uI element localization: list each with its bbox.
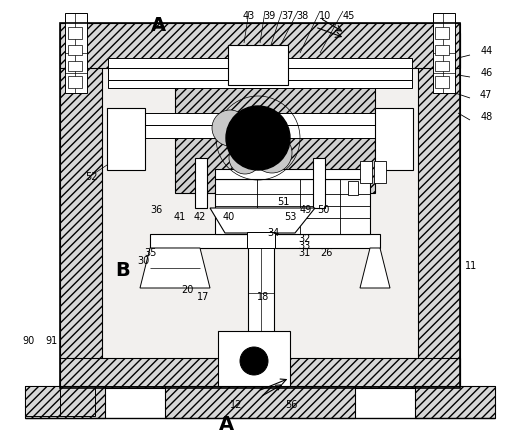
- Text: 45: 45: [342, 11, 355, 20]
- Bar: [175, 63, 375, 193]
- Text: 31: 31: [298, 249, 310, 258]
- Text: 38: 38: [296, 11, 309, 20]
- Circle shape: [229, 142, 261, 174]
- Bar: [65, 13, 87, 93]
- Text: 51: 51: [277, 197, 290, 206]
- Text: A: A: [218, 415, 234, 434]
- Text: 39: 39: [263, 11, 276, 20]
- Text: 47: 47: [480, 90, 492, 100]
- Text: 48: 48: [480, 113, 492, 122]
- Text: 41: 41: [173, 212, 186, 222]
- Bar: [60, 33, 102, 388]
- Circle shape: [252, 133, 292, 173]
- Text: 20: 20: [181, 285, 193, 295]
- Text: 53: 53: [284, 212, 296, 222]
- Bar: [68, 27, 82, 39]
- Text: 30: 30: [137, 256, 149, 266]
- Circle shape: [240, 347, 268, 375]
- Bar: [60, 23, 460, 388]
- Text: 10: 10: [319, 11, 331, 20]
- Bar: [108, 80, 412, 88]
- Polygon shape: [140, 248, 210, 288]
- Text: 33: 33: [298, 241, 310, 251]
- Text: 17: 17: [197, 292, 209, 302]
- Text: 26: 26: [320, 249, 333, 258]
- Bar: [108, 58, 412, 68]
- Text: 35: 35: [145, 249, 157, 258]
- Bar: [68, 76, 82, 88]
- Circle shape: [212, 110, 248, 146]
- Bar: [433, 13, 455, 93]
- Bar: [25, 386, 60, 416]
- Bar: [108, 68, 412, 80]
- Bar: [68, 45, 82, 55]
- Bar: [247, 232, 275, 248]
- Text: 49: 49: [300, 206, 312, 215]
- Bar: [68, 61, 82, 71]
- Text: A: A: [151, 16, 166, 35]
- Text: 36: 36: [150, 206, 162, 215]
- Bar: [418, 33, 460, 388]
- Bar: [228, 45, 288, 85]
- Bar: [435, 61, 449, 71]
- Bar: [435, 76, 449, 88]
- Bar: [60, 386, 95, 416]
- Bar: [107, 108, 145, 170]
- Text: 40: 40: [223, 212, 235, 222]
- Text: 11: 11: [464, 261, 477, 271]
- Bar: [313, 158, 325, 208]
- Bar: [348, 181, 358, 195]
- Bar: [60, 358, 460, 388]
- Text: 32: 32: [298, 234, 310, 244]
- Circle shape: [226, 106, 290, 170]
- Polygon shape: [360, 248, 390, 288]
- Bar: [107, 113, 413, 125]
- Text: 34: 34: [267, 228, 279, 237]
- Bar: [375, 108, 413, 170]
- Text: B: B: [115, 261, 129, 280]
- Text: 52: 52: [85, 172, 97, 182]
- Bar: [215, 179, 370, 234]
- Bar: [435, 27, 449, 39]
- Bar: [107, 125, 413, 138]
- Bar: [435, 45, 449, 55]
- Text: 18: 18: [256, 292, 269, 302]
- Text: 56: 56: [285, 400, 297, 410]
- Bar: [360, 161, 372, 183]
- Bar: [60, 23, 460, 68]
- Bar: [102, 68, 418, 358]
- Text: 46: 46: [480, 68, 492, 78]
- Text: 42: 42: [194, 212, 206, 222]
- Bar: [195, 158, 207, 208]
- Bar: [150, 234, 380, 248]
- Bar: [248, 247, 274, 343]
- Text: 50: 50: [317, 206, 330, 215]
- Bar: [374, 161, 386, 183]
- Bar: [415, 386, 495, 418]
- Text: 44: 44: [480, 46, 492, 56]
- Text: 43: 43: [242, 11, 255, 20]
- Text: 37: 37: [281, 11, 293, 20]
- Bar: [218, 331, 290, 386]
- Text: 12: 12: [230, 400, 243, 410]
- Bar: [165, 386, 355, 418]
- Text: 90: 90: [22, 336, 35, 346]
- Text: 91: 91: [46, 336, 58, 346]
- Polygon shape: [210, 208, 315, 233]
- Bar: [215, 169, 370, 179]
- Bar: [25, 386, 105, 418]
